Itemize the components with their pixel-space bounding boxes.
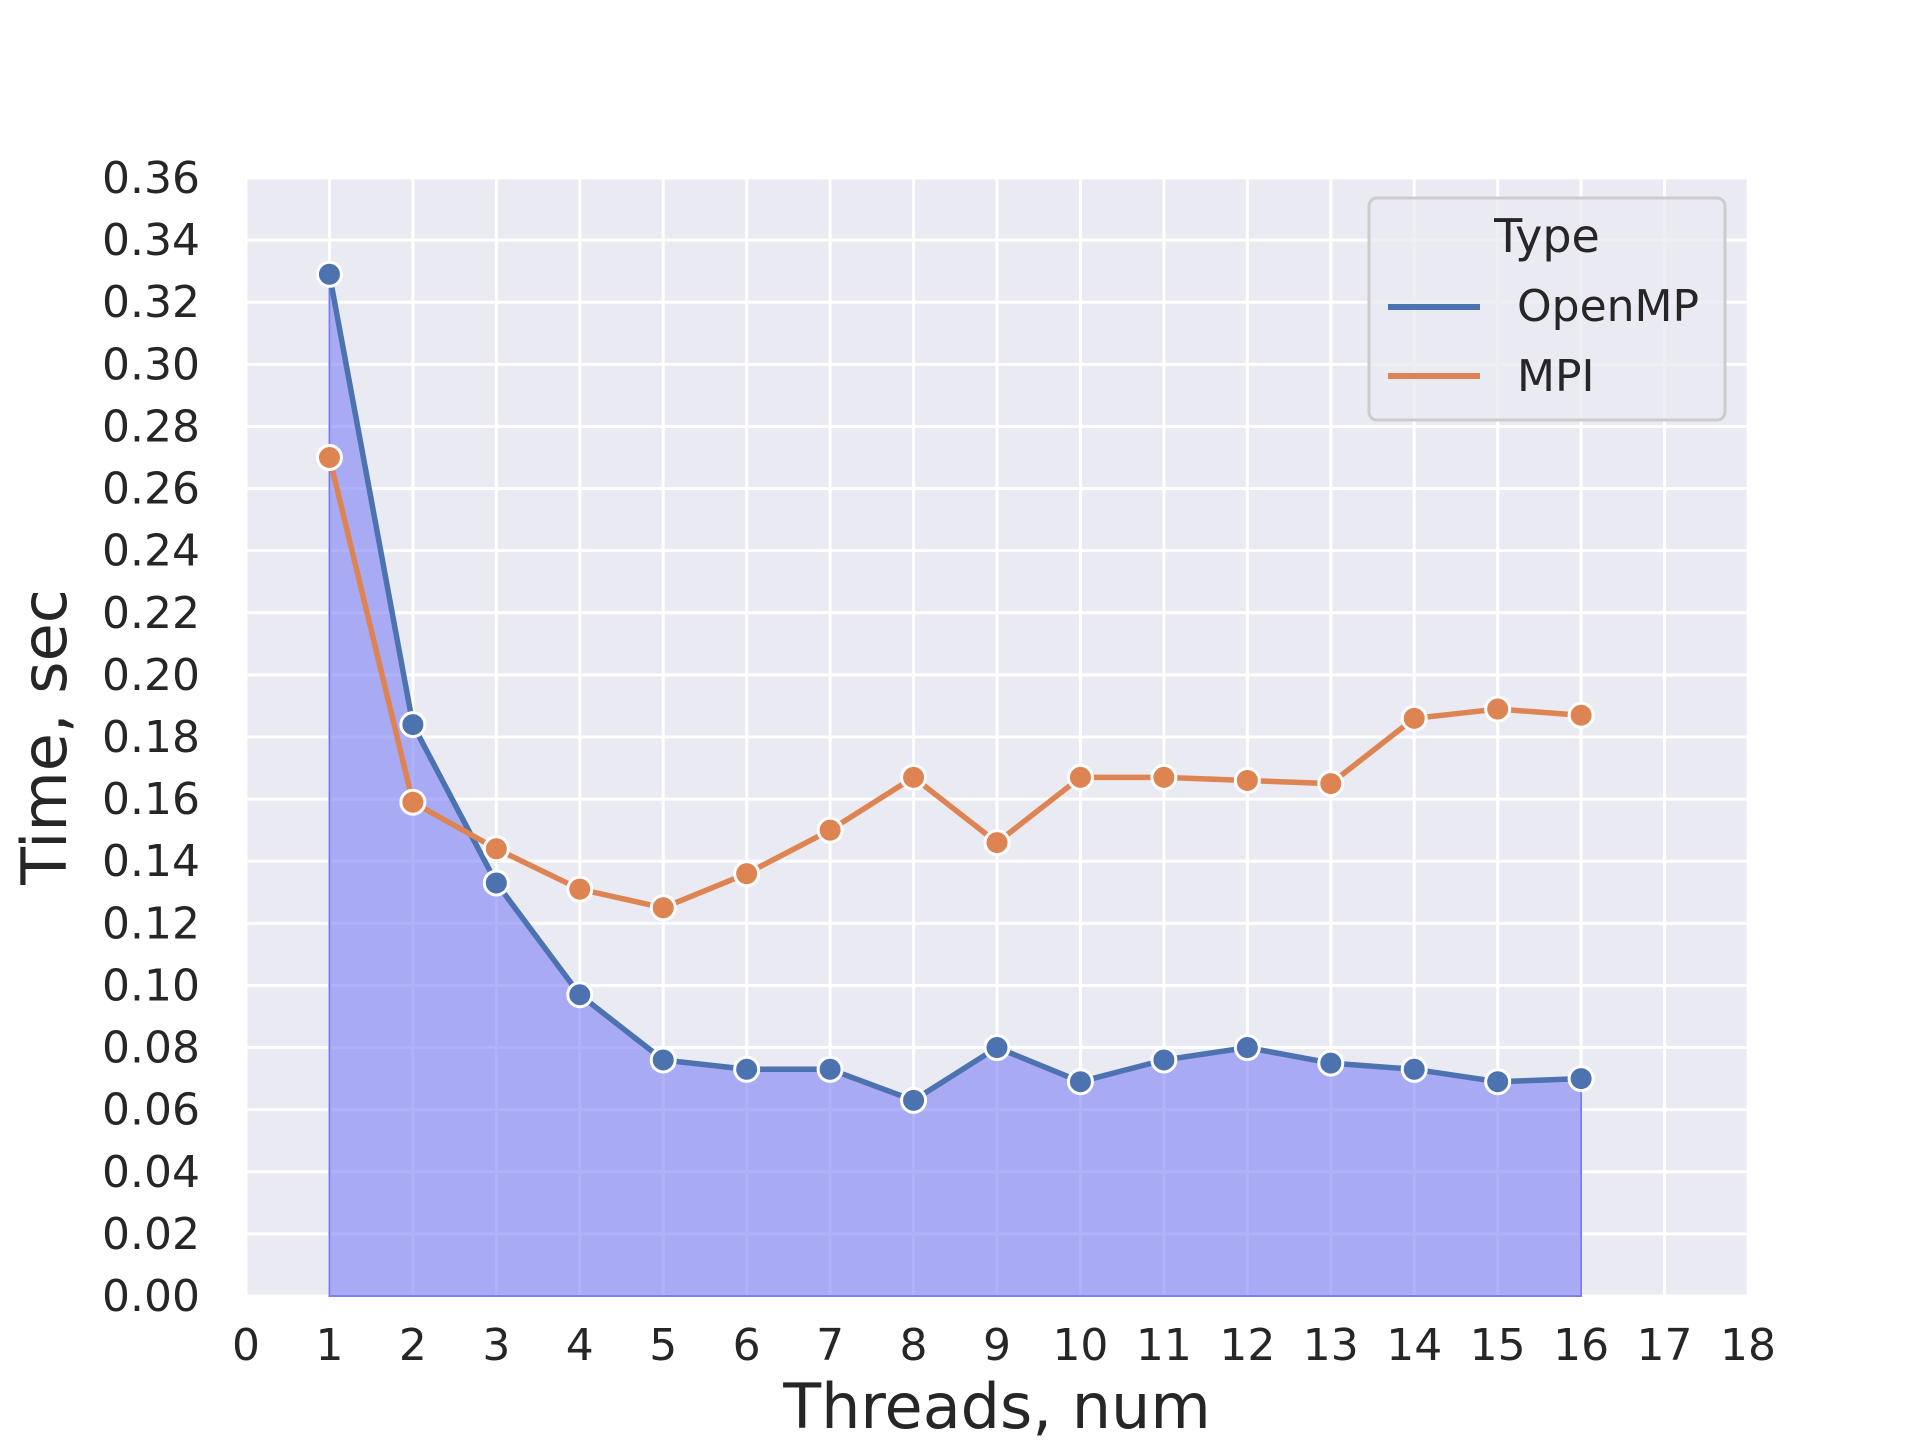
x-tick-label: 18 <box>1720 1320 1776 1371</box>
data-point-mpi <box>983 829 1011 857</box>
data-point-openmp <box>900 1086 928 1114</box>
y-tick-label: 0.06 <box>102 1085 200 1136</box>
x-tick-label: 17 <box>1637 1320 1693 1371</box>
x-tick-label: 11 <box>1136 1320 1192 1371</box>
legend-label-openmp: OpenMP <box>1517 281 1699 332</box>
x-tick-label: 14 <box>1386 1320 1442 1371</box>
legend-box <box>1367 196 1727 422</box>
data-point-openmp <box>1484 1068 1512 1096</box>
y-tick-label: 0.08 <box>102 1023 200 1074</box>
data-point-mpi <box>315 444 343 471</box>
data-point-mpi <box>1400 704 1428 732</box>
data-point-mpi <box>1484 695 1512 723</box>
data-point-openmp <box>482 869 510 897</box>
data-point-openmp <box>1400 1055 1428 1083</box>
data-point-openmp <box>315 260 343 288</box>
y-tick-label: 0.16 <box>102 774 200 825</box>
x-tick-label: 1 <box>315 1320 343 1371</box>
data-point-mpi <box>816 816 844 844</box>
legend-title: Type <box>1493 209 1600 263</box>
data-point-mpi <box>1567 701 1595 729</box>
series-lines-layer <box>326 271 1584 1104</box>
y-tick-label: 0.18 <box>102 712 200 763</box>
y-tick-label: 0.14 <box>102 836 200 887</box>
x-tick-label: 8 <box>900 1320 928 1371</box>
data-point-mpi <box>399 788 427 816</box>
y-tick-label: 0.10 <box>102 960 200 1011</box>
data-point-openmp <box>1150 1046 1178 1074</box>
data-point-mpi <box>1150 763 1178 791</box>
x-tick-label: 7 <box>816 1320 844 1371</box>
data-point-openmp <box>649 1046 677 1074</box>
x-tick-label: 12 <box>1219 1320 1275 1371</box>
y-tick-label: 0.26 <box>102 464 200 515</box>
data-point-mpi <box>1317 770 1345 798</box>
y-tick-label: 0.30 <box>102 339 200 390</box>
x-tick-label: 13 <box>1303 1320 1359 1371</box>
x-axis-label: Threads, num <box>782 1370 1211 1440</box>
series-markers-layer <box>315 260 1595 1114</box>
y-axis-label: Time, sec <box>8 589 81 886</box>
x-tick-label: 2 <box>399 1320 427 1371</box>
data-point-openmp <box>1066 1068 1094 1096</box>
data-point-openmp <box>1233 1034 1261 1062</box>
x-tick-label: 10 <box>1052 1320 1108 1371</box>
data-point-openmp <box>983 1034 1011 1062</box>
x-tick-label: 3 <box>482 1320 510 1371</box>
data-point-openmp <box>816 1055 844 1083</box>
data-point-mpi <box>649 894 677 922</box>
x-tick-label: 15 <box>1470 1320 1526 1371</box>
data-point-mpi <box>566 875 594 903</box>
data-point-mpi <box>482 835 510 863</box>
legend-label-mpi: MPI <box>1517 351 1594 402</box>
data-point-openmp <box>1567 1065 1595 1093</box>
y-tick-label: 0.32 <box>102 277 200 328</box>
x-tick-label: 5 <box>649 1320 677 1371</box>
y-tick-label: 0.22 <box>102 588 200 639</box>
y-tick-label: 0.36 <box>102 153 200 204</box>
y-tick-label: 0.04 <box>102 1147 200 1198</box>
x-tick-label: 0 <box>232 1320 260 1371</box>
data-point-mpi <box>733 860 761 888</box>
y-tick-label: 0.00 <box>102 1271 200 1322</box>
y-tick-label: 0.28 <box>102 401 200 452</box>
x-axis-ticks: 0 1 2 3 4 5 6 7 8 9 10 11 12 13 14 15 16 17 18 <box>232 1320 1776 1371</box>
data-point-mpi <box>1066 763 1094 791</box>
y-tick-label: 0.20 <box>102 650 200 701</box>
x-tick-label: 4 <box>566 1320 594 1371</box>
series-line-mpi <box>326 454 1584 911</box>
data-point-mpi <box>900 763 928 791</box>
x-tick-label: 16 <box>1553 1320 1609 1371</box>
data-point-openmp <box>1317 1049 1345 1077</box>
data-point-mpi <box>1233 766 1261 794</box>
x-tick-label: 9 <box>983 1320 1011 1371</box>
y-tick-label: 0.34 <box>102 215 200 266</box>
legend: Type OpenMP MPI <box>1367 196 1727 422</box>
y-tick-label: 0.12 <box>102 898 200 949</box>
data-point-openmp <box>733 1055 761 1083</box>
y-tick-label: 0.24 <box>102 526 200 577</box>
series-line-openmp <box>326 271 1584 1104</box>
data-point-openmp <box>566 981 594 1009</box>
data-point-openmp <box>399 711 427 739</box>
y-axis-ticks: 0.00 0.02 0.04 0.06 0.08 0.10 0.12 0.14 0.16 0.18… <box>102 153 200 1322</box>
y-tick-label: 0.02 <box>102 1209 200 1260</box>
x-tick-label: 6 <box>733 1320 761 1371</box>
